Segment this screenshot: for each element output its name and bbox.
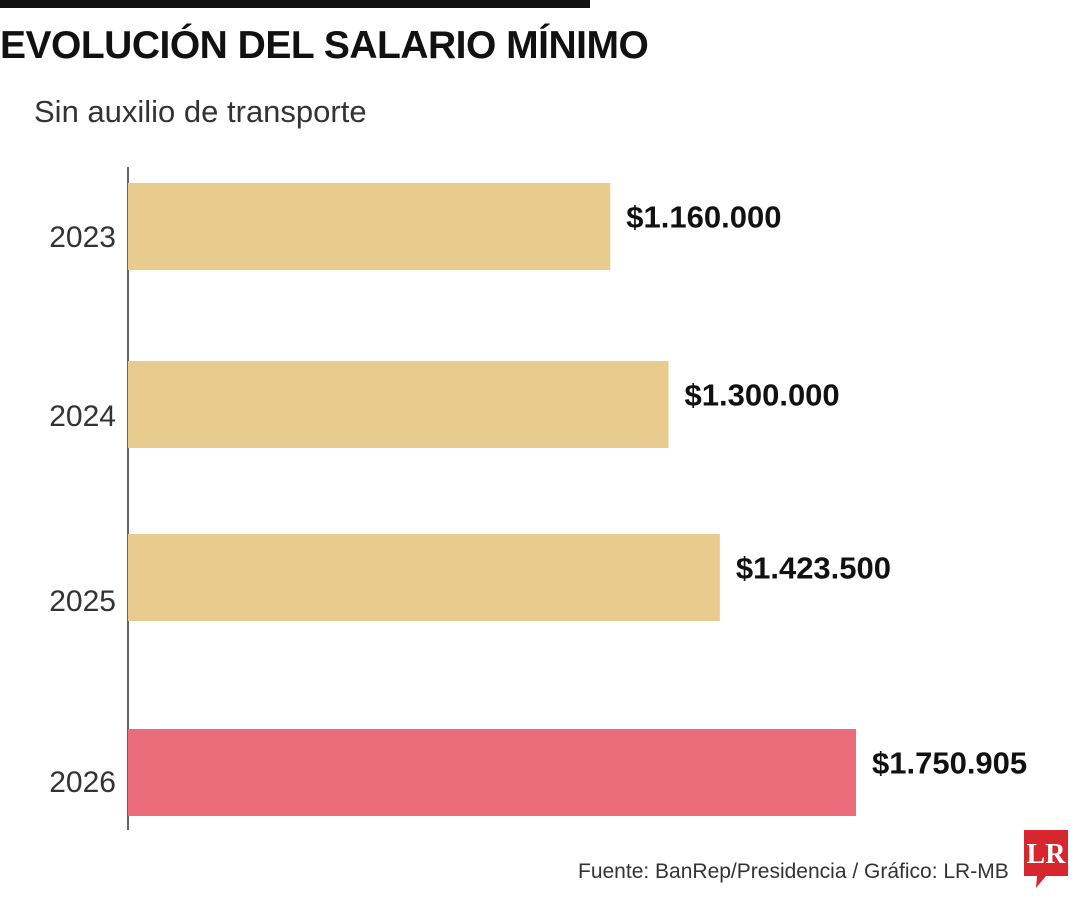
chart-title: EVOLUCIÓN DEL SALARIO MÍNIMO xyxy=(0,24,649,67)
value-label-2024: $1.300.000 xyxy=(685,378,840,413)
value-label-2025: $1.423.500 xyxy=(736,551,891,586)
bar-2023 xyxy=(128,183,611,270)
bar-2024 xyxy=(128,361,669,448)
bar-2026 xyxy=(128,729,856,816)
category-label-2026: 2026 xyxy=(49,766,116,799)
category-label-2025: 2025 xyxy=(49,585,116,618)
lr-logo-icon: LR xyxy=(1024,830,1068,888)
value-label-2023: $1.160.000 xyxy=(626,200,781,235)
category-label-2023: 2023 xyxy=(49,221,116,254)
top-rule xyxy=(0,0,590,8)
bar-2025 xyxy=(128,534,720,621)
source-note: Fuente: BanRep/Presidencia / Gráfico: LR… xyxy=(578,860,1009,883)
value-label-2026: $1.750.905 xyxy=(872,746,1027,781)
logo-text: LR xyxy=(1027,839,1067,870)
category-label-2024: 2024 xyxy=(49,400,116,433)
chart-subtitle: Sin auxilio de transporte xyxy=(34,94,367,129)
